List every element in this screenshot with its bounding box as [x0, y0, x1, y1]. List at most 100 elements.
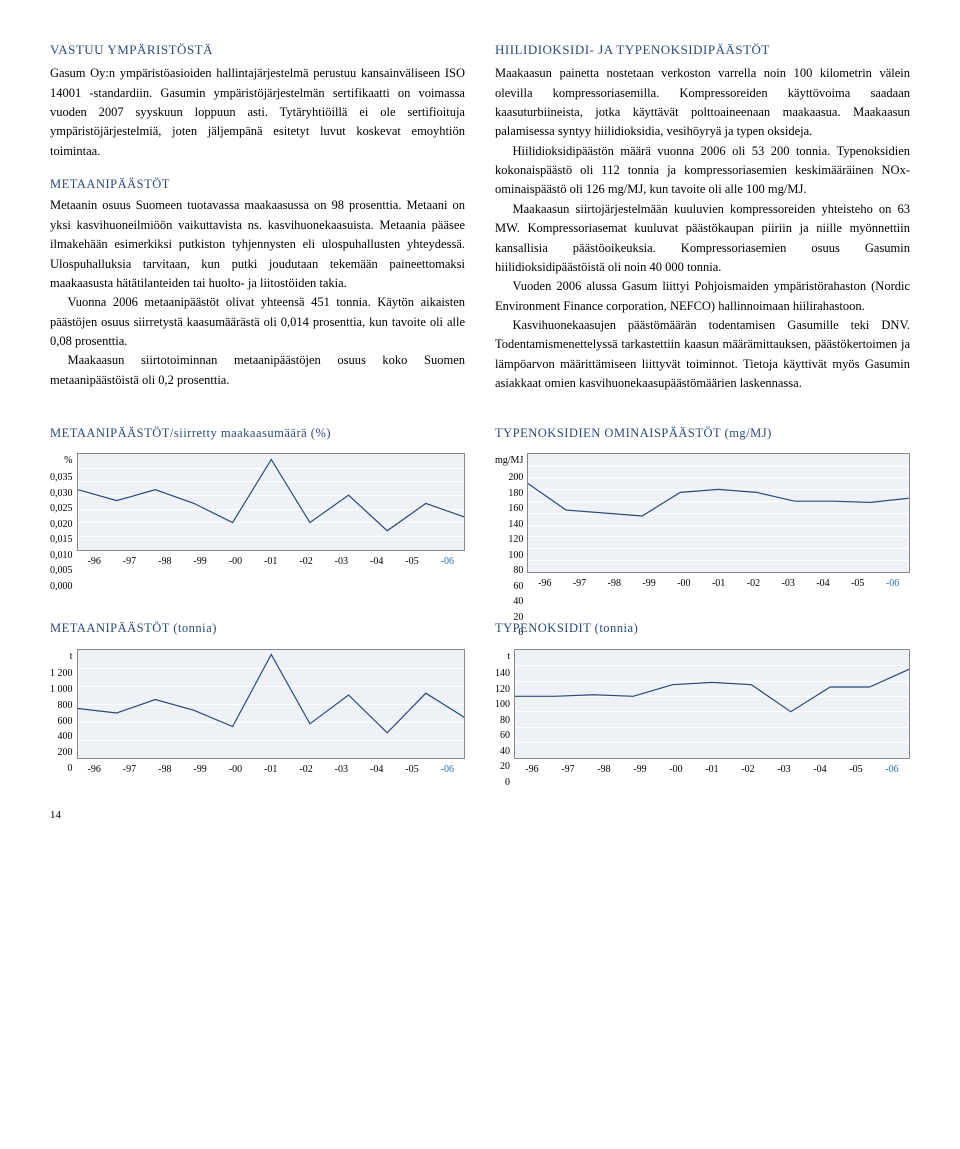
y-tick-label: 0,020 — [50, 517, 73, 533]
x-tick-label: -97 — [550, 762, 586, 778]
chart-body: mg/MJ200180160140120100806040200 -96-97-… — [495, 453, 910, 592]
left-p3: Vuonna 2006 metaanipäästöt olivat yhteen… — [50, 293, 465, 351]
chart-typenoksidien-ominais: TYPENOKSIDIEN OMINAISPÄÄSTÖT (mg/MJ)mg/M… — [495, 424, 910, 592]
y-tick-label: 1 000 — [50, 682, 73, 698]
x-tick-label: -97 — [112, 762, 147, 778]
y-tick-label: 200 — [58, 745, 73, 761]
chart-body: %0,0350,0300,0250,0200,0150,0100,0050,00… — [50, 453, 465, 570]
y-tick-label: 80 — [513, 563, 523, 579]
y-axis-unit: t — [50, 649, 77, 665]
x-tick-label: -02 — [288, 762, 323, 778]
x-tick-label: -06 — [875, 576, 910, 592]
x-tick-label: -99 — [632, 576, 667, 592]
y-axis-labels: 200180160140120100806040200 — [495, 470, 527, 590]
x-axis-labels: -96-97-98-99-00-01-02-03-04-05-06 — [514, 762, 910, 778]
x-tick-label: -00 — [218, 554, 253, 570]
y-tick-label: 120 — [495, 682, 510, 698]
y-tick-label: 0,025 — [50, 501, 73, 517]
y-tick-label: 40 — [500, 744, 510, 760]
plot-area: -96-97-98-99-00-01-02-03-04-05-06 — [527, 453, 910, 592]
y-tick-label: 100 — [508, 548, 523, 564]
x-tick-label: -01 — [253, 762, 288, 778]
x-tick-label: -96 — [514, 762, 550, 778]
y-tick-label: 0,035 — [50, 470, 73, 486]
heading-hiilidioksidi: HIILIDIOKSIDI- JA TYPENOKSIDIPÄÄSTÖT — [495, 40, 910, 60]
y-axis-unit: % — [50, 453, 77, 469]
heading-metaani: METAANIPÄÄSTÖT — [50, 175, 465, 194]
chart-title: TYPENOKSIDIT (tonnia) — [495, 619, 910, 638]
y-tick-label: 0 — [505, 775, 510, 791]
x-tick-label: -02 — [288, 554, 323, 570]
chart-title: METAANIPÄÄSTÖT/siirretty maakaasumäärä (… — [50, 424, 465, 443]
x-tick-label: -05 — [394, 554, 429, 570]
x-tick-label: -01 — [701, 576, 736, 592]
x-tick-label: -05 — [394, 762, 429, 778]
page-number: 14 — [50, 807, 910, 824]
y-axis-unit: mg/MJ — [495, 453, 527, 469]
plot — [527, 453, 910, 573]
y-tick-label: 80 — [500, 713, 510, 729]
x-tick-label: -97 — [562, 576, 597, 592]
plot — [514, 649, 910, 759]
y-tick-label: 0,000 — [50, 579, 73, 595]
y-tick-label: 600 — [58, 714, 73, 730]
y-axis-labels: 1 2001 0008006004002000 — [50, 666, 77, 776]
x-tick-label: -04 — [359, 554, 394, 570]
x-tick-label: -98 — [597, 576, 632, 592]
x-tick-label: -97 — [112, 554, 147, 570]
y-tick-label: 20 — [500, 759, 510, 775]
plot — [77, 649, 466, 759]
left-p4: Maakaasun siirtotoiminnan metaanipäästöj… — [50, 351, 465, 390]
x-tick-label: -00 — [218, 762, 253, 778]
x-tick-label: -03 — [771, 576, 806, 592]
x-tick-label: -06 — [874, 762, 910, 778]
chart-typenoksidit-tonnia: TYPENOKSIDIT (tonnia)t140120100806040200… — [495, 619, 910, 777]
y-tick-label: 140 — [508, 517, 523, 533]
x-tick-label: -98 — [147, 554, 182, 570]
right-column: HIILIDIOKSIDI- JA TYPENOKSIDIPÄÄSTÖT Maa… — [495, 40, 910, 394]
x-tick-label: -99 — [622, 762, 658, 778]
x-tick-label: -05 — [840, 576, 875, 592]
y-tick-label: 120 — [508, 532, 523, 548]
chart-body: t1 2001 0008006004002000 -96-97-98-99-00… — [50, 649, 465, 778]
y-tick-label: 160 — [508, 501, 523, 517]
y-tick-label: 140 — [495, 666, 510, 682]
y-tick-label: 60 — [513, 579, 523, 595]
x-tick-label: -96 — [527, 576, 562, 592]
chart-body: t140120100806040200 -96-97-98-99-00-01-0… — [495, 649, 910, 778]
y-axis-labels: 0,0350,0300,0250,0200,0150,0100,0050,000 — [50, 470, 77, 568]
x-tick-label: -96 — [77, 762, 112, 778]
y-tick-label: 0 — [68, 761, 73, 777]
right-p1: Maakaasun painetta nostetaan verkoston v… — [495, 64, 910, 142]
y-tick-label: 200 — [508, 470, 523, 486]
y-tick-label: 0,005 — [50, 563, 73, 579]
x-tick-label: -98 — [147, 762, 182, 778]
x-tick-label: -06 — [430, 762, 465, 778]
x-tick-label: -04 — [802, 762, 838, 778]
charts-row-1: METAANIPÄÄSTÖT/siirretty maakaasumäärä (… — [50, 424, 910, 592]
y-tick-label: 0,010 — [50, 548, 73, 564]
heading-vastuu: VASTUU YMPÄRISTÖSTÄ — [50, 40, 465, 60]
x-tick-label: -00 — [658, 762, 694, 778]
x-tick-label: -96 — [77, 554, 112, 570]
right-p4: Vuoden 2006 alussa Gasum liittyi Pohjois… — [495, 277, 910, 316]
x-tick-label: -06 — [430, 554, 465, 570]
y-axis-labels: 140120100806040200 — [495, 666, 514, 776]
plot-area: -96-97-98-99-00-01-02-03-04-05-06 — [77, 453, 466, 570]
right-p2: Hiilidioksidipäästön määrä vuonna 2006 o… — [495, 142, 910, 200]
y-tick-label: 0,030 — [50, 486, 73, 502]
x-tick-label: -04 — [359, 762, 394, 778]
x-tick-label: -02 — [730, 762, 766, 778]
left-p1: Gasum Oy:n ympäristöasioiden hallintajär… — [50, 64, 465, 161]
x-tick-label: -02 — [736, 576, 771, 592]
x-tick-label: -99 — [182, 554, 217, 570]
x-axis-labels: -96-97-98-99-00-01-02-03-04-05-06 — [77, 554, 466, 570]
left-p2: Metaanin osuus Suomeen tuotavassa maakaa… — [50, 196, 465, 293]
y-axis-unit: t — [495, 649, 514, 665]
x-tick-label: -03 — [766, 762, 802, 778]
x-tick-label: -98 — [586, 762, 622, 778]
y-tick-label: 60 — [500, 728, 510, 744]
text-columns: VASTUU YMPÄRISTÖSTÄ Gasum Oy:n ympäristö… — [50, 40, 910, 394]
x-tick-label: -05 — [838, 762, 874, 778]
x-tick-label: -03 — [324, 554, 359, 570]
